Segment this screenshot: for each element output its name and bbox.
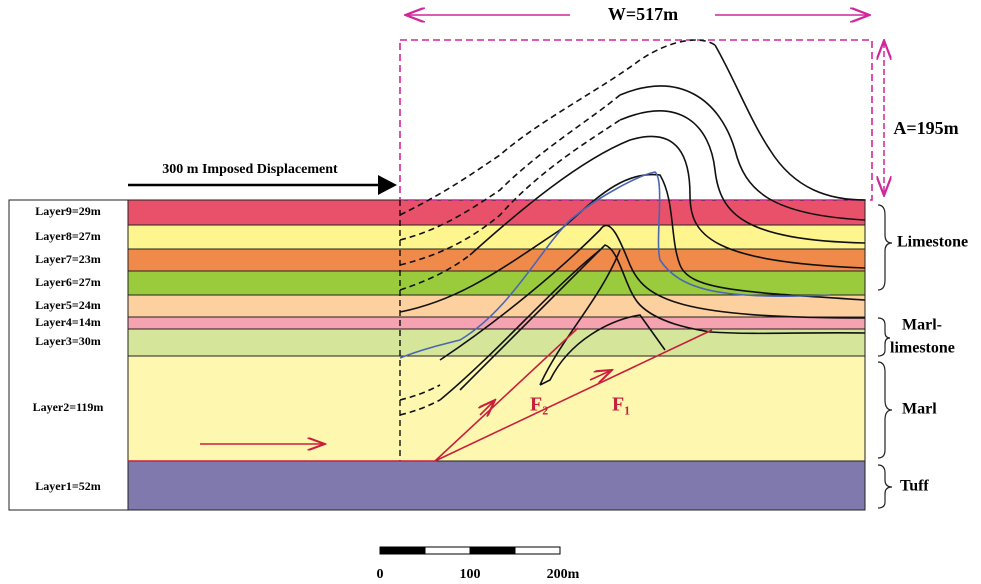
scale-label: 200m (547, 567, 580, 582)
amplitude-label: A=195m (893, 118, 958, 138)
layers (9, 200, 865, 510)
fault-label: F₁ (612, 394, 630, 416)
lithology-label: Tuff (900, 478, 929, 495)
lithology-label: limestone (890, 340, 955, 357)
width-label: W=517m (608, 4, 678, 24)
layer-label: Layer8=27m (35, 229, 101, 243)
diagram: Layer9=29m Layer8=27m Layer7=23m Layer6=27m… (0, 0, 981, 584)
layer-label: Layer3=30m (35, 334, 101, 348)
layer-label: Layer2=119m (33, 400, 104, 414)
scale-bar (380, 547, 560, 554)
layer-label: Layer4=14m (35, 315, 101, 329)
layer-label: Layer5=24m (35, 298, 101, 312)
layer-label: Layer6=27m (35, 275, 101, 289)
layer-label: Layer1=52m (35, 479, 101, 493)
lithology-label: Marl- (902, 317, 942, 334)
lithology-label: Limestone (897, 234, 968, 251)
lithology-label: Marl (902, 401, 937, 418)
layer-label: Layer9=29m (35, 204, 101, 218)
displacement-label: 300 m Imposed Displacement (162, 162, 338, 177)
layer-label: Layer7=23m (35, 252, 101, 266)
scale-label: 0 (377, 567, 384, 582)
arrow-head (378, 175, 397, 195)
fault-label: F₂ (530, 394, 548, 416)
scale-label: 100 (460, 567, 481, 582)
